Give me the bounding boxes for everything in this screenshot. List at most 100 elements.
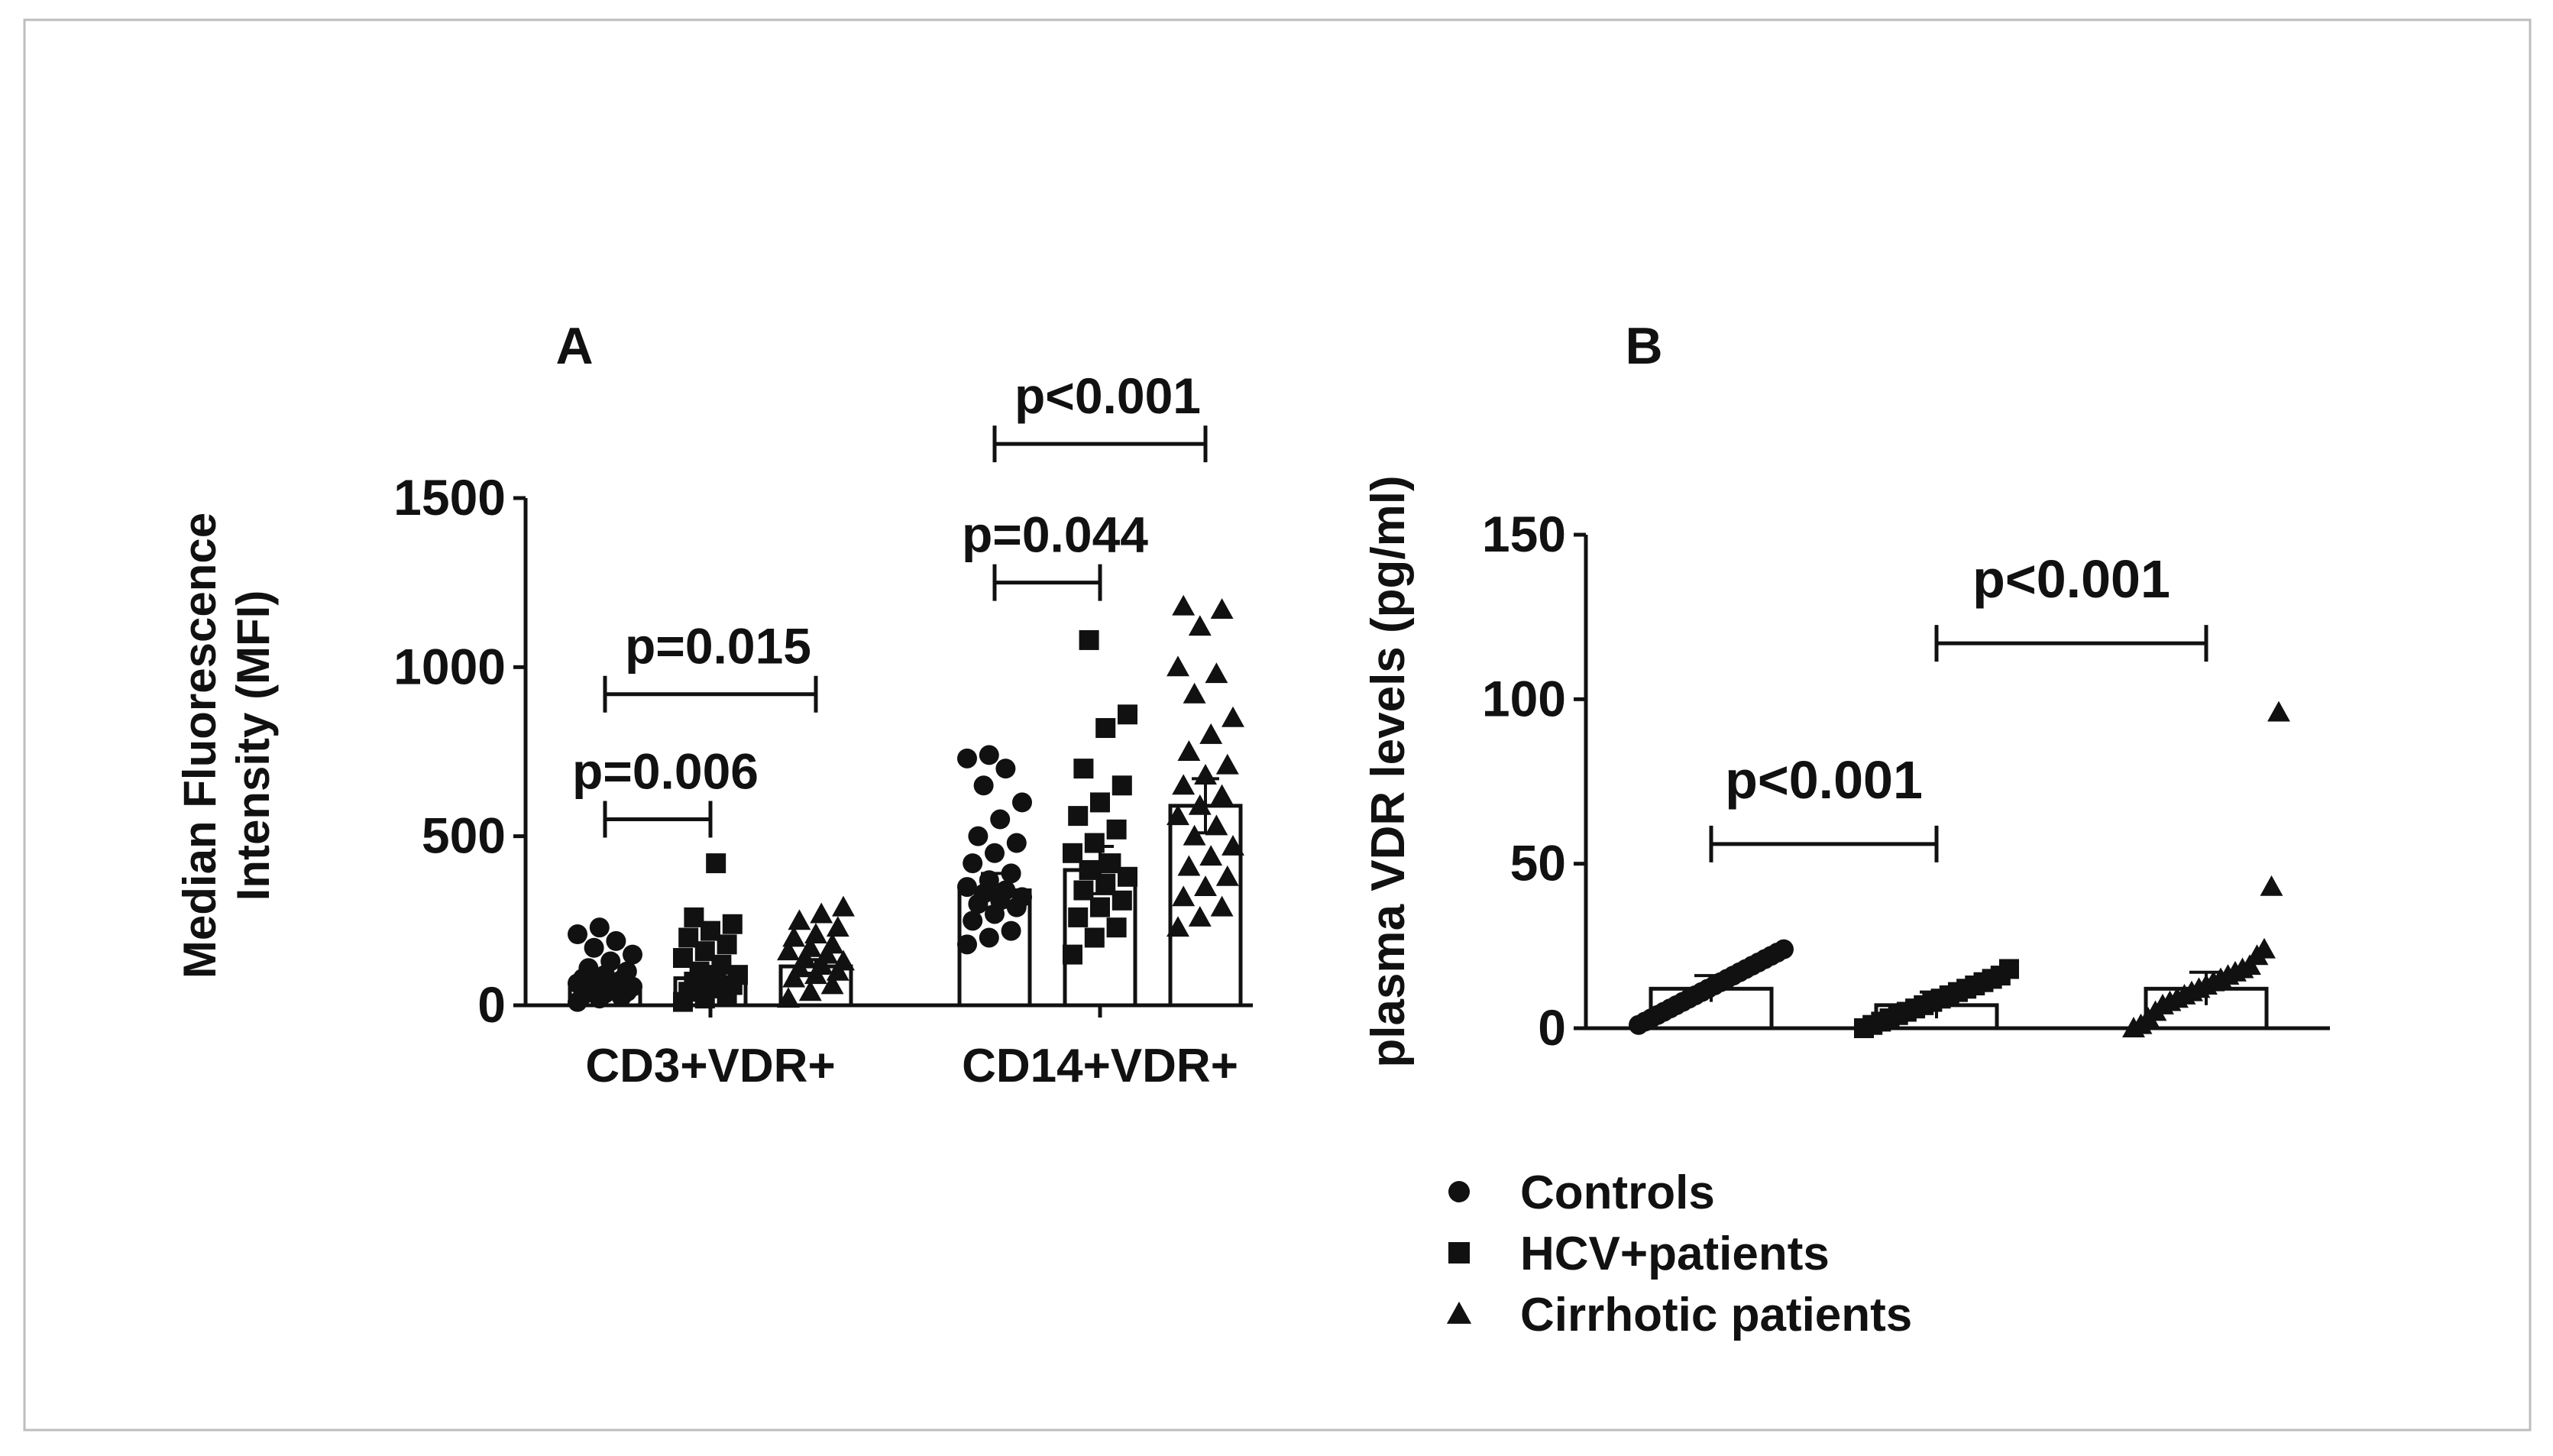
panel-a-point bbox=[606, 930, 626, 951]
panel-a-point bbox=[1205, 662, 1228, 684]
panel-a-point bbox=[1177, 855, 1201, 876]
panel-b-label: B bbox=[1625, 317, 1662, 375]
panel-a-point bbox=[826, 916, 849, 937]
panel-a-point bbox=[777, 940, 800, 961]
panel-a-p-value: p=0.006 bbox=[572, 743, 759, 800]
panel-a-point bbox=[1210, 598, 1234, 620]
panel-a-point bbox=[1221, 706, 1244, 727]
panel-a-y-axis-label-line: Intensity (MFI) bbox=[228, 590, 279, 901]
panel-b-point bbox=[1999, 959, 2019, 979]
panel-a-point bbox=[1063, 944, 1082, 965]
panel-a-point bbox=[1188, 905, 1212, 927]
panel-a-point bbox=[963, 853, 983, 874]
panel-a-point bbox=[788, 909, 811, 930]
legend-marker-circle bbox=[1448, 1181, 1470, 1202]
panel-a-point bbox=[995, 880, 1016, 901]
panel-a-point bbox=[1215, 753, 1239, 775]
panel-a-point bbox=[1188, 615, 1212, 636]
panel-a-point bbox=[1001, 863, 1021, 884]
legend: Controls HCV+patients Cirrhotic patients bbox=[1446, 1166, 1912, 1341]
panel-a-point bbox=[1111, 775, 1132, 796]
panel-a-y-tick-label: 1000 bbox=[393, 638, 506, 694]
panel-a-point bbox=[1194, 764, 1217, 785]
panel-a-point bbox=[957, 748, 977, 768]
panel-a-point bbox=[832, 950, 855, 971]
panel-a-point bbox=[1183, 824, 1206, 846]
panel-a-point bbox=[1221, 834, 1244, 856]
panel-b-point bbox=[2253, 937, 2276, 959]
panel-a-point bbox=[1188, 794, 1212, 815]
panel-a-point bbox=[1172, 774, 1196, 795]
panel-a-annotations: p=0.006 p=0.015 p=0.044 p<0.001 bbox=[572, 367, 1208, 838]
panel-b-point bbox=[2267, 700, 2290, 722]
panel-a-point bbox=[1079, 859, 1099, 880]
panel-a-point bbox=[568, 924, 587, 945]
legend-entry-label: Controls bbox=[1520, 1166, 1715, 1219]
panel-b-y-tick-label: 0 bbox=[1538, 999, 1566, 1056]
panel-b-annotations: p<0.001 p<0.001 bbox=[1709, 549, 2208, 862]
panel-a-label: A bbox=[555, 317, 593, 375]
panel-a-point bbox=[1118, 704, 1137, 725]
panel-a-point bbox=[810, 902, 833, 924]
panel-b-y-tick-label: 100 bbox=[1482, 670, 1566, 726]
panel-a-point bbox=[1106, 819, 1127, 840]
panel-b-y-tick-label: 50 bbox=[1510, 835, 1566, 891]
panel-a-point bbox=[1068, 806, 1089, 827]
legend-entry-label: HCV+patients bbox=[1520, 1228, 1830, 1280]
panel-a-point bbox=[623, 944, 642, 965]
panel-a-point bbox=[1106, 917, 1127, 938]
panel-a-point bbox=[1166, 804, 1189, 826]
panel-a-point bbox=[777, 987, 800, 1008]
panel-a-y-axis-label: Median Fluorescence Intensity (MFI) bbox=[174, 513, 279, 979]
panel-a-point bbox=[963, 911, 983, 931]
panel-a-point bbox=[584, 937, 604, 958]
panel-a-point bbox=[1172, 594, 1196, 616]
panel-b-point bbox=[2260, 875, 2283, 896]
panel-a-point bbox=[820, 973, 844, 995]
panel-a-point bbox=[1172, 885, 1196, 907]
panel-b-y-axis-label: plasma VDR levels (pg/ml) bbox=[1362, 475, 1415, 1067]
panel-b-p-value: p<0.001 bbox=[1972, 549, 2170, 609]
panel-a-point bbox=[1194, 875, 1217, 897]
panel-a-point bbox=[1095, 718, 1116, 739]
panel-a-x-tick-label: CD3+VDR+ bbox=[585, 1040, 835, 1092]
panel-b-y-tick-label: 150 bbox=[1482, 506, 1566, 562]
panel-a-point bbox=[1166, 655, 1189, 677]
panel-b: B plasma VDR levels (pg/ml) 0 50 100 150 p<… bbox=[1362, 317, 2330, 1068]
panel-b-p-value: p<0.001 bbox=[1725, 750, 1923, 810]
panel-a-point bbox=[832, 895, 855, 917]
panel-a-point bbox=[1210, 784, 1234, 805]
panel-a-point bbox=[957, 877, 977, 898]
panel-a-point bbox=[1215, 865, 1239, 886]
panel-a-point bbox=[985, 843, 1005, 863]
panel-a-point bbox=[1111, 890, 1132, 911]
panel-b-point bbox=[1774, 939, 1794, 959]
panel-a-point bbox=[979, 870, 999, 891]
panel-a-point bbox=[957, 934, 977, 955]
panel-a-point bbox=[706, 853, 726, 874]
panel-a-point bbox=[1073, 759, 1094, 779]
panel-a-x-tick-label: CD14+VDR+ bbox=[962, 1040, 1238, 1092]
panel-a-point bbox=[673, 948, 693, 969]
panel-a-point bbox=[798, 980, 822, 1001]
figure-border bbox=[23, 18, 2532, 1432]
panel-a-y-tick-label: 1500 bbox=[393, 469, 506, 526]
panel-a-point bbox=[973, 775, 994, 796]
panel-a-point bbox=[1012, 792, 1032, 813]
panel-a-point bbox=[990, 809, 1011, 830]
panel-a-point bbox=[804, 923, 827, 943]
panel-a-point bbox=[820, 933, 844, 954]
panel-a-point bbox=[995, 759, 1016, 779]
panel-a-point bbox=[1084, 833, 1105, 853]
panel-a-point bbox=[1090, 792, 1110, 813]
panel-a-point bbox=[684, 907, 704, 927]
panel-a-point bbox=[1073, 880, 1094, 901]
panel-a-point bbox=[979, 745, 999, 765]
panel-a-point bbox=[979, 927, 999, 948]
panel-a-point bbox=[1079, 629, 1099, 650]
panel-a-point bbox=[1006, 833, 1027, 853]
panel-a-point bbox=[1101, 853, 1121, 874]
panel-a-point bbox=[616, 961, 637, 982]
panel-a-point bbox=[1199, 723, 1223, 744]
